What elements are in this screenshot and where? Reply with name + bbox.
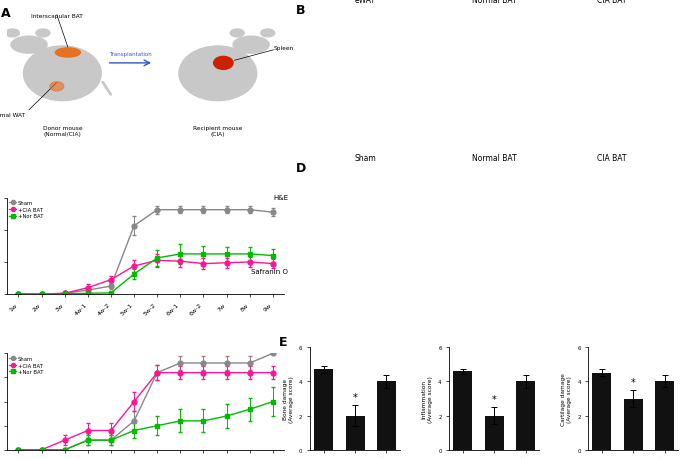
Ellipse shape [5, 30, 19, 38]
Bar [314, 369, 333, 450]
Bar [656, 381, 674, 450]
Text: E: E [279, 335, 287, 348]
Text: CIA BAT: CIA BAT [597, 0, 627, 5]
Bar [485, 416, 503, 450]
Legend: Sham, +CIA BAT, +Nor BAT: Sham, +CIA BAT, +Nor BAT [8, 199, 45, 221]
Legend: Sham, +CIA BAT, +Nor BAT: Sham, +CIA BAT, +Nor BAT [8, 354, 45, 376]
Ellipse shape [23, 47, 101, 101]
Text: Epididymal WAT: Epididymal WAT [0, 113, 25, 118]
Text: Sham: Sham [355, 154, 376, 163]
Text: Recipient mouse
(CIA): Recipient mouse (CIA) [193, 126, 242, 136]
Ellipse shape [214, 57, 233, 70]
Bar [624, 399, 643, 450]
Text: CIA BAT: CIA BAT [597, 154, 627, 163]
Y-axis label: Cartilage damage
(Average score): Cartilage damage (Average score) [561, 372, 572, 425]
Text: A: A [1, 6, 11, 20]
Text: *: * [353, 392, 358, 403]
Text: B: B [295, 4, 305, 17]
Ellipse shape [11, 37, 47, 54]
Text: Safranin O: Safranin O [251, 269, 288, 275]
Y-axis label: Bone damage
(Average score): Bone damage (Average score) [283, 375, 294, 422]
Text: Donor mouse
(Normal/CIA): Donor mouse (Normal/CIA) [42, 126, 82, 136]
Text: Normal BAT: Normal BAT [472, 0, 516, 5]
Text: Spleen: Spleen [273, 45, 294, 50]
Bar [593, 373, 611, 450]
Ellipse shape [230, 30, 244, 38]
Ellipse shape [179, 47, 257, 101]
Bar [516, 381, 535, 450]
Text: Transplantation: Transplantation [109, 52, 152, 57]
Text: *: * [492, 394, 497, 404]
Text: Interscapular BAT: Interscapular BAT [31, 14, 83, 19]
Ellipse shape [233, 37, 269, 54]
Text: D: D [295, 162, 306, 174]
Bar [377, 381, 396, 450]
Ellipse shape [261, 30, 275, 38]
Bar [453, 371, 472, 450]
Bar [346, 416, 364, 450]
Text: *: * [631, 377, 636, 387]
Text: eWAT: eWAT [355, 0, 376, 5]
Ellipse shape [36, 30, 50, 38]
Y-axis label: Inflammation
(Average score): Inflammation (Average score) [422, 375, 433, 422]
Ellipse shape [50, 83, 64, 92]
Text: Normal BAT: Normal BAT [472, 154, 516, 163]
Text: H&E: H&E [273, 194, 288, 201]
Ellipse shape [55, 49, 80, 58]
